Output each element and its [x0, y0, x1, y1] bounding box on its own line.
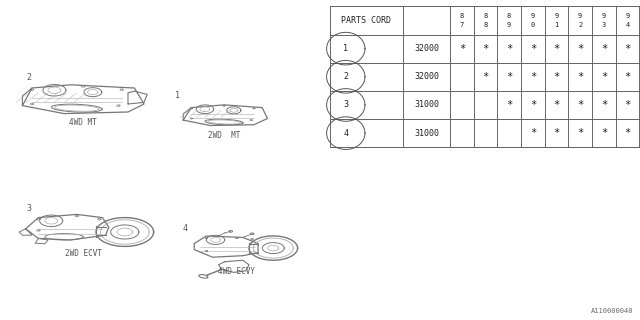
Text: 32000: 32000 [414, 44, 439, 53]
Text: *: * [530, 128, 536, 138]
Text: 2WD ECVT: 2WD ECVT [65, 249, 102, 258]
Text: 2: 2 [578, 22, 582, 28]
Text: 9: 9 [602, 13, 606, 19]
Text: 4: 4 [182, 224, 188, 233]
Text: *: * [601, 72, 607, 82]
Text: 9: 9 [554, 13, 559, 19]
Text: 9: 9 [531, 13, 535, 19]
Text: *: * [530, 44, 536, 54]
Text: 4WD MT: 4WD MT [69, 118, 97, 127]
Text: 8: 8 [460, 13, 464, 19]
Text: *: * [625, 44, 630, 54]
Text: *: * [506, 100, 512, 110]
Text: 0: 0 [531, 22, 535, 28]
Text: *: * [506, 44, 512, 54]
Text: *: * [459, 44, 465, 54]
Text: 4WD ECVY: 4WD ECVY [218, 267, 255, 276]
Text: 31000: 31000 [414, 129, 439, 138]
Text: 3: 3 [602, 22, 606, 28]
Text: 3: 3 [26, 204, 31, 213]
Text: *: * [554, 44, 559, 54]
Text: *: * [625, 128, 630, 138]
Text: *: * [554, 128, 559, 138]
Text: *: * [554, 72, 559, 82]
Text: 4: 4 [343, 129, 348, 138]
Text: PARTS CORD: PARTS CORD [341, 16, 392, 25]
Text: *: * [483, 72, 488, 82]
Text: 1: 1 [554, 22, 559, 28]
Text: *: * [554, 100, 559, 110]
Text: 2: 2 [26, 73, 31, 82]
Text: 1: 1 [175, 91, 180, 100]
Text: 2: 2 [343, 72, 348, 81]
Text: *: * [625, 100, 630, 110]
Text: *: * [483, 44, 488, 54]
Text: 9: 9 [578, 13, 582, 19]
Text: 4: 4 [625, 22, 630, 28]
Text: 2WD  MT: 2WD MT [208, 131, 240, 140]
Text: *: * [530, 100, 536, 110]
Text: *: * [601, 100, 607, 110]
Text: A110000040: A110000040 [591, 308, 634, 314]
Text: *: * [577, 100, 583, 110]
Text: *: * [625, 72, 630, 82]
Text: 8: 8 [507, 13, 511, 19]
Text: 3: 3 [343, 100, 348, 109]
Text: *: * [601, 128, 607, 138]
Text: *: * [577, 44, 583, 54]
Text: 7: 7 [460, 22, 464, 28]
Text: *: * [577, 72, 583, 82]
Text: *: * [577, 128, 583, 138]
Text: 31000: 31000 [414, 100, 439, 109]
Text: *: * [530, 72, 536, 82]
Text: 32000: 32000 [414, 72, 439, 81]
Text: *: * [506, 72, 512, 82]
Text: 1: 1 [343, 44, 348, 53]
Text: 9: 9 [625, 13, 630, 19]
Text: 8: 8 [483, 22, 488, 28]
Text: 9: 9 [507, 22, 511, 28]
Text: 8: 8 [483, 13, 488, 19]
Text: *: * [601, 44, 607, 54]
